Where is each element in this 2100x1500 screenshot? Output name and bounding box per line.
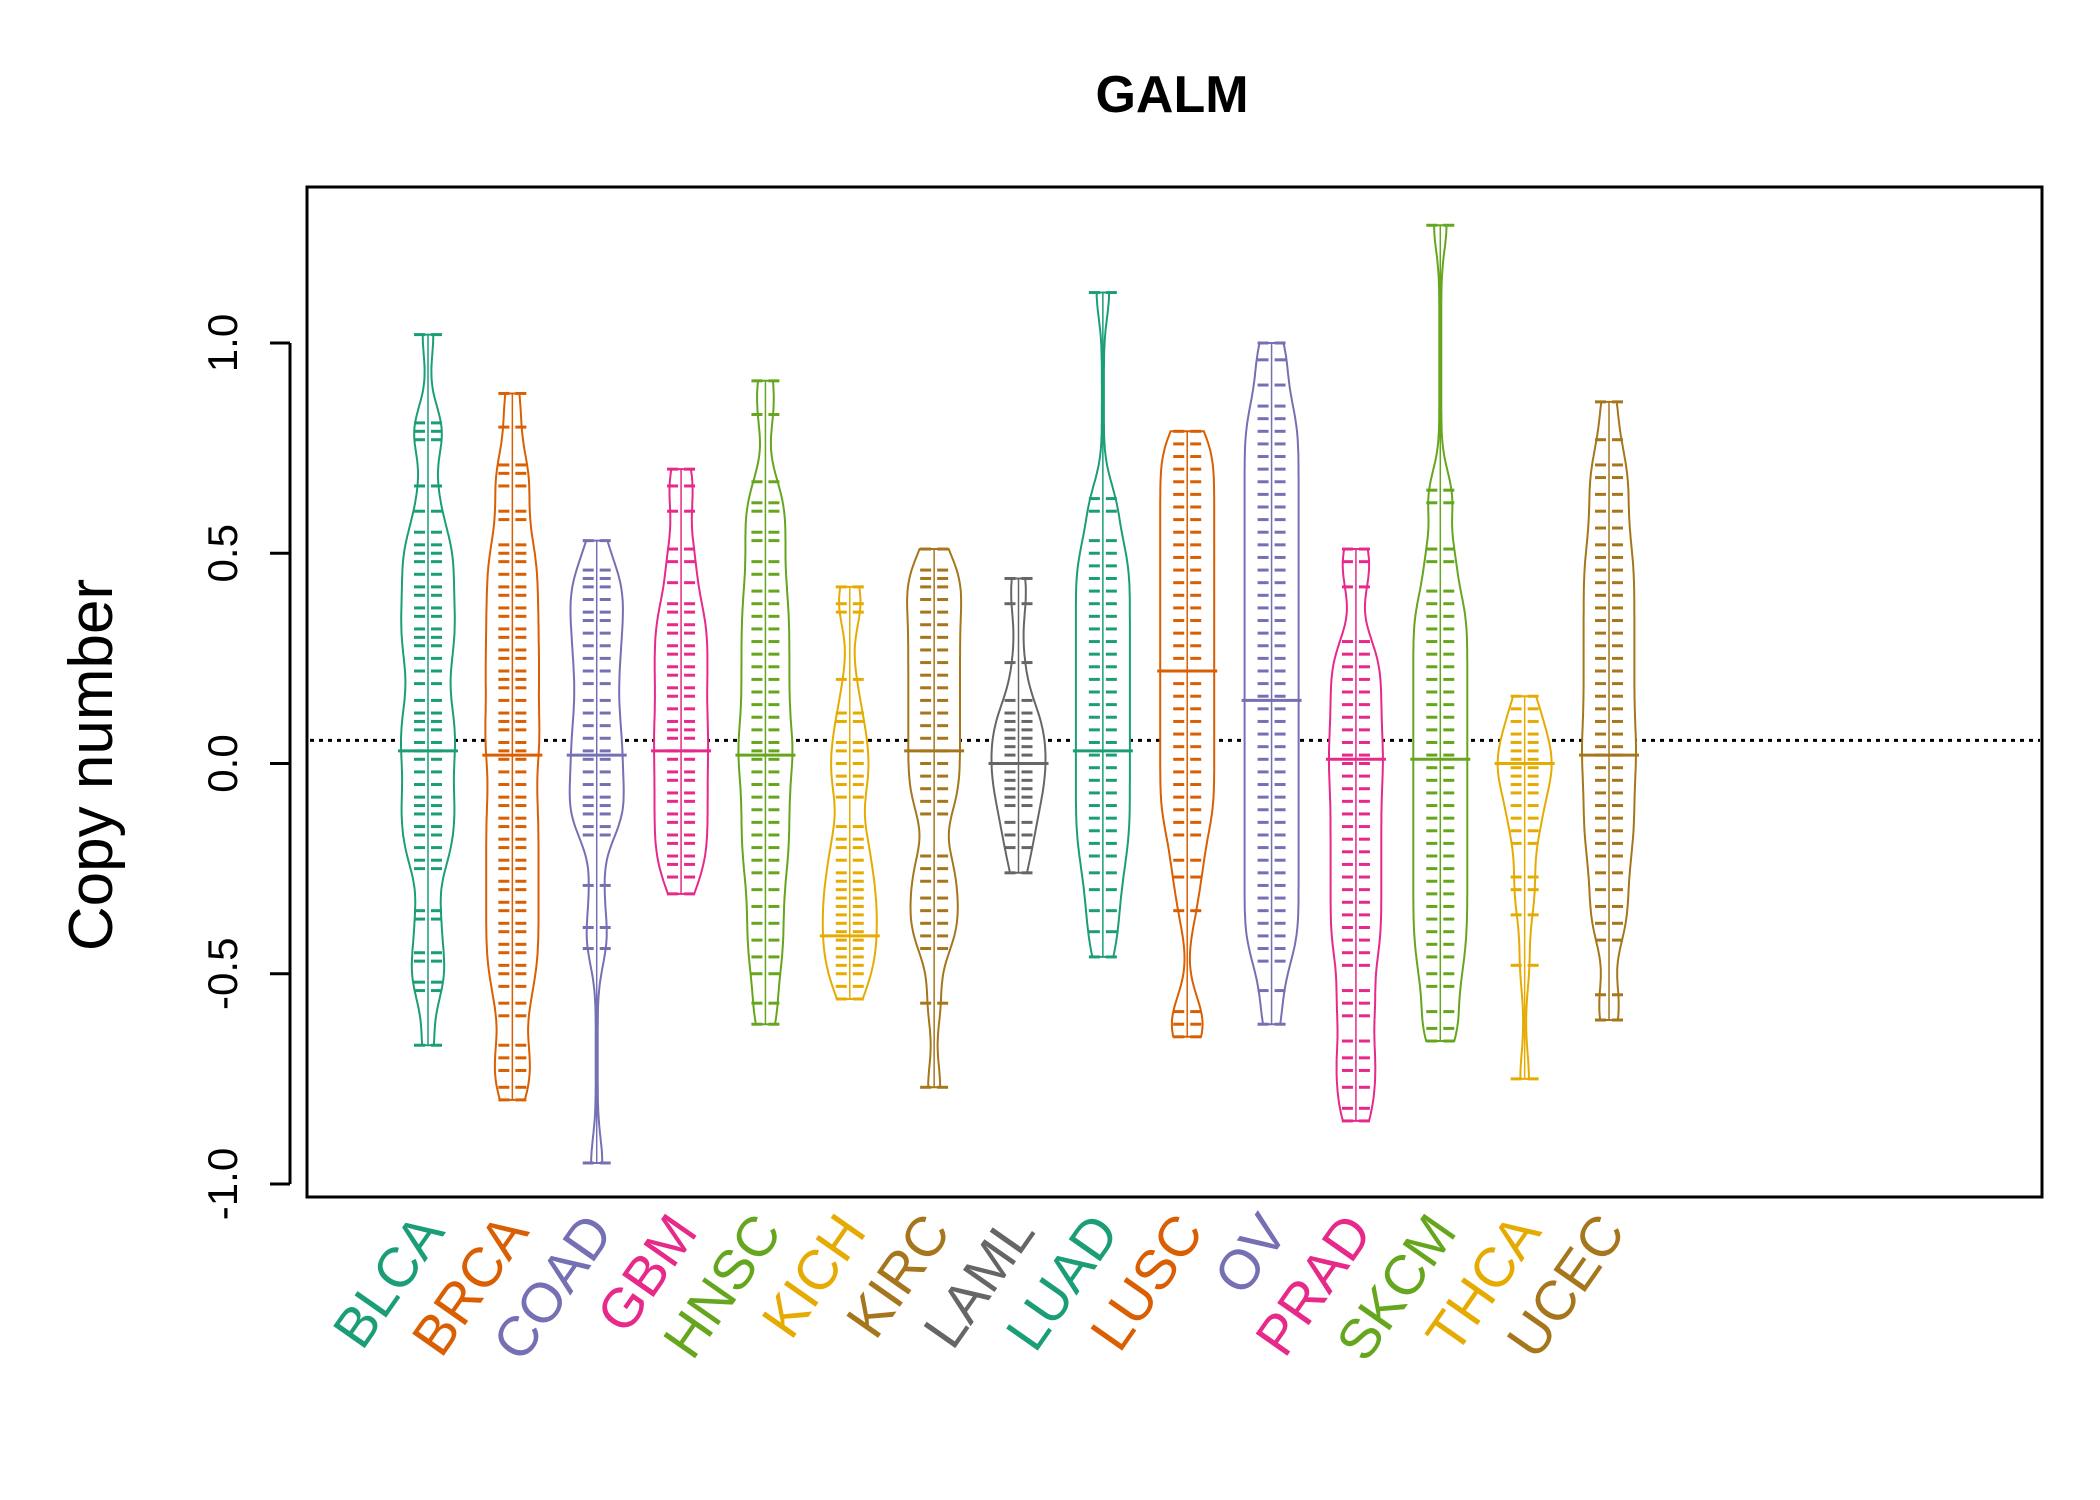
y-axis-label: Copy number bbox=[57, 579, 126, 951]
bean-luad bbox=[1072, 291, 1133, 959]
bean-series-group bbox=[398, 223, 1639, 1165]
bean-skcm bbox=[1410, 223, 1471, 1043]
bean-coad bbox=[566, 539, 627, 1165]
bean-ucec bbox=[1579, 400, 1639, 1022]
plot-frame bbox=[305, 185, 2044, 1199]
y-tick-label: 0.5 bbox=[199, 524, 246, 582]
bean-gbm bbox=[651, 467, 712, 896]
bean-thca bbox=[1494, 694, 1555, 1081]
bean-kich bbox=[819, 585, 880, 1001]
bean-prad bbox=[1325, 547, 1386, 1123]
bean-kirc bbox=[904, 547, 965, 1089]
x-axis: BLCABRCACOADGBMHNSCKICHKIRCLAMLLUADLUSCO… bbox=[320, 1202, 1637, 1371]
y-tick-label: -0.5 bbox=[199, 938, 246, 1010]
bean-brca bbox=[482, 391, 543, 1102]
y-tick-label: 0.0 bbox=[199, 734, 246, 792]
chart-title: GALM bbox=[1095, 66, 1248, 124]
y-tick-label: -1.0 bbox=[199, 1148, 246, 1220]
bean-blca bbox=[398, 333, 458, 1047]
bean-ov bbox=[1241, 341, 1302, 1026]
bean-laml bbox=[988, 576, 1049, 875]
bean-lusc bbox=[1157, 429, 1218, 1039]
y-axis: -1.0 -0.5 0.0 0.5 1.0 bbox=[199, 314, 292, 1220]
y-tick-label: 1.0 bbox=[199, 314, 246, 372]
bean-hnsc bbox=[735, 379, 796, 1026]
